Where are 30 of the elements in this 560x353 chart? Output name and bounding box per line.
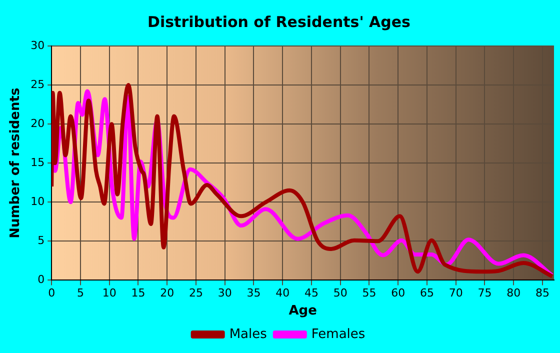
x-tick-label: 40 bbox=[276, 286, 290, 300]
x-tick-label: 30 bbox=[218, 286, 232, 300]
y-tick-label: 20 bbox=[30, 116, 45, 130]
legend-label: Males bbox=[229, 326, 268, 342]
y-tick-label: 30 bbox=[30, 38, 45, 52]
legend-label: Females bbox=[311, 326, 366, 342]
x-tick-label: 35 bbox=[246, 286, 261, 300]
x-tick-label: 60 bbox=[391, 286, 406, 300]
y-tick-label: 5 bbox=[38, 234, 45, 248]
x-tick-label: 10 bbox=[102, 286, 116, 300]
x-tick-label: 85 bbox=[535, 286, 550, 300]
x-tick-label: 55 bbox=[362, 286, 376, 300]
x-tick-label: 70 bbox=[448, 286, 463, 300]
x-tick-label: 0 bbox=[48, 286, 56, 300]
x-tick-label: 5 bbox=[76, 286, 84, 300]
chart-title: Distribution of Residents' Ages bbox=[148, 12, 411, 31]
x-tick-label: 15 bbox=[131, 286, 146, 300]
x-tick-label: 75 bbox=[478, 286, 492, 300]
y-tick-label: 0 bbox=[38, 273, 45, 286]
x-tick-label: 45 bbox=[304, 286, 318, 300]
x-tick-label: 25 bbox=[188, 286, 203, 300]
x-tick-label: 50 bbox=[333, 286, 348, 300]
x-tick-label: 80 bbox=[506, 286, 521, 300]
x-tick-label: 65 bbox=[420, 286, 434, 300]
y-tick-label: 10 bbox=[30, 194, 45, 208]
x-axis-title: Age bbox=[288, 304, 318, 319]
y-tick-label: 25 bbox=[30, 78, 45, 91]
y-tick-label: 15 bbox=[30, 156, 45, 169]
x-tick-label: 20 bbox=[160, 286, 174, 300]
y-axis-title: Number of residents bbox=[8, 88, 24, 238]
